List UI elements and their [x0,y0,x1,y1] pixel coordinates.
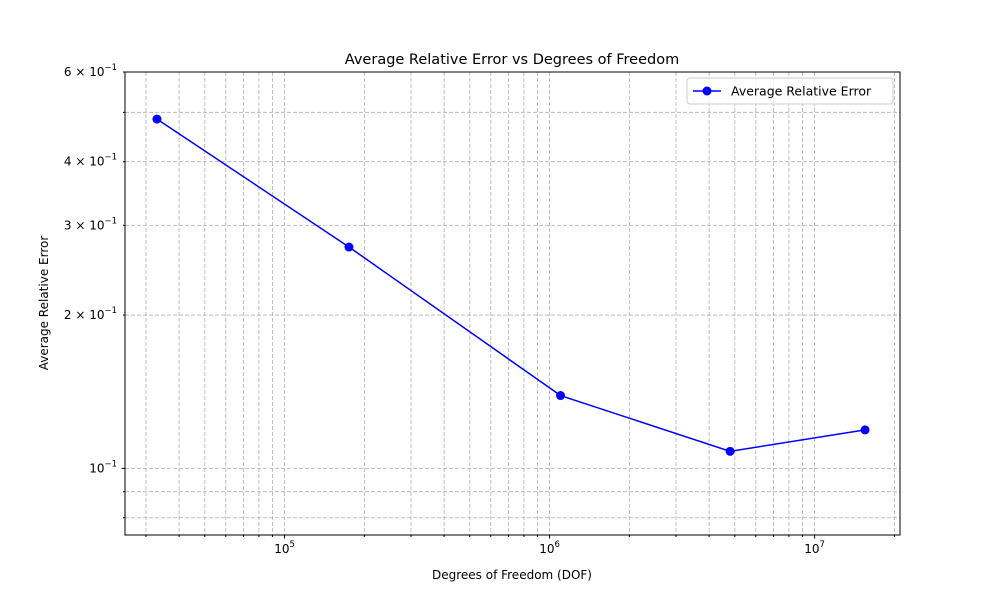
grid-lines [125,71,900,535]
y-tick-label: 2 × 10−1 [64,306,117,322]
legend-box [686,77,894,105]
y-tick-label: 6 × 10−1 [64,63,117,79]
y-tick-label: 10−1 [89,459,117,475]
x-tick-label: 107 [804,540,825,556]
data-point [344,242,354,252]
legend-label: Average Relative Error [731,84,872,99]
x-tick-label: 106 [539,540,560,556]
x-axis-label: Degrees of Freedom (DOF) [432,568,592,582]
y-tick-label: 4 × 10−1 [64,153,117,169]
series-line [156,118,866,453]
legend-marker [702,86,712,96]
data-point [556,391,566,401]
y-tick-label: 3 × 10−1 [64,216,117,232]
data-point [860,425,870,435]
legend: Average Relative Error [686,77,894,105]
data-series [152,114,870,456]
chart-title: Average Relative Error vs Degrees of Fre… [345,52,679,68]
data-point [725,446,735,456]
y-axis-ticks: 10−1 2 × 10−1 3 × 10−1 4 × 10−1 6 × 10−1 [64,63,125,519]
x-axis-ticks: 105 106 107 [145,535,895,556]
plot-area-frame [124,71,901,536]
data-point [152,114,162,124]
x-tick-label: 105 [274,540,295,556]
y-axis-label: Average Relative Error [37,236,51,371]
